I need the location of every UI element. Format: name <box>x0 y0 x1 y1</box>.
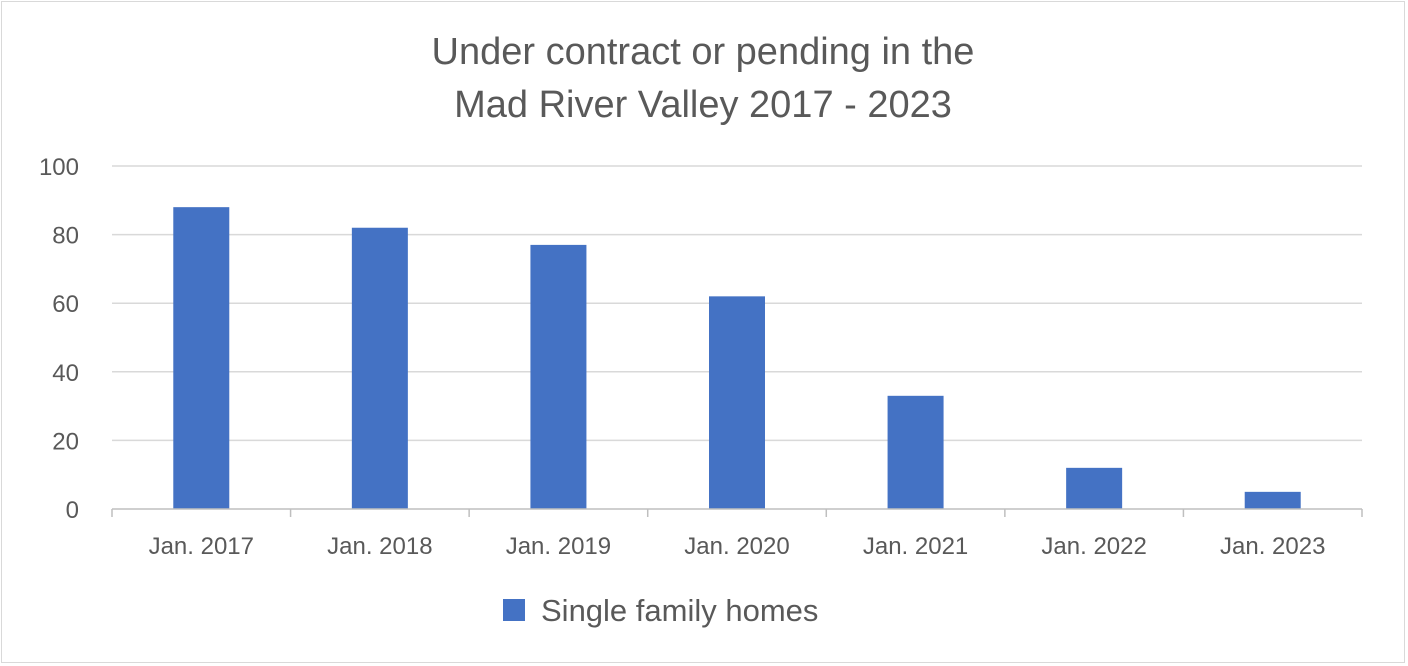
bar <box>530 244 587 509</box>
chart-title-line-2: Mad River Valley 2017 - 2023 <box>454 84 952 126</box>
y-tick-label: 0 <box>66 497 79 524</box>
y-axis-ticks: 0 20 40 60 80 100 <box>39 154 79 524</box>
bar <box>1066 467 1123 509</box>
y-tick-label: 40 <box>52 360 79 387</box>
bar <box>351 227 408 510</box>
x-tick-label: Jan. 2017 <box>149 533 254 560</box>
legend-swatch <box>503 599 525 621</box>
x-tick-label: Jan. 2019 <box>506 533 611 560</box>
bar <box>173 207 230 509</box>
x-tick-label: Jan. 2021 <box>863 533 968 560</box>
x-axis-tick-labels: Jan. 2017 Jan. 2018 Jan. 2019 Jan. 2020 Jan.… <box>149 533 1326 560</box>
bars <box>173 207 1301 510</box>
y-tick-label: 20 <box>52 428 79 455</box>
bar <box>887 395 944 509</box>
x-tick-label: Jan. 2023 <box>1220 533 1325 560</box>
x-tick-label: Jan. 2018 <box>327 533 432 560</box>
x-tick-label: Jan. 2020 <box>684 533 789 560</box>
x-axis <box>111 508 1363 517</box>
y-tick-label: 60 <box>52 291 79 318</box>
bar <box>1244 491 1301 509</box>
bar <box>709 296 765 509</box>
y-tick-label: 100 <box>39 154 79 181</box>
y-tick-label: 80 <box>52 223 79 250</box>
x-tick-label: Jan. 2022 <box>1041 533 1146 560</box>
legend-label: Single family homes <box>541 593 818 628</box>
chart-title-line-1: Under contract or pending in the <box>432 31 975 73</box>
legend: Single family homes <box>503 593 818 628</box>
